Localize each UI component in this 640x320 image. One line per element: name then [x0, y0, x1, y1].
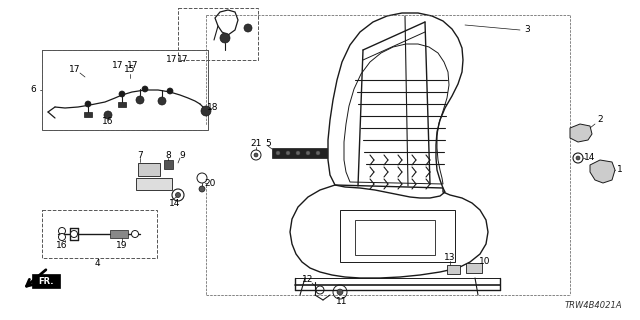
- Circle shape: [316, 151, 320, 155]
- Text: 21: 21: [250, 139, 262, 148]
- Circle shape: [131, 230, 138, 237]
- Bar: [466, 263, 482, 273]
- Circle shape: [119, 91, 125, 97]
- Circle shape: [199, 186, 205, 192]
- Circle shape: [286, 151, 290, 155]
- Text: 3: 3: [524, 26, 530, 35]
- Text: 17: 17: [177, 55, 189, 65]
- Polygon shape: [570, 124, 592, 142]
- Text: 14: 14: [170, 198, 180, 207]
- Text: 18: 18: [207, 103, 219, 113]
- Text: 12: 12: [302, 276, 314, 284]
- Text: 7: 7: [137, 150, 143, 159]
- Circle shape: [251, 150, 261, 160]
- Circle shape: [573, 153, 583, 163]
- Text: FR.: FR.: [38, 276, 54, 285]
- Circle shape: [296, 151, 300, 155]
- Bar: [84, 112, 92, 117]
- Bar: [42, 50, 208, 130]
- Circle shape: [167, 88, 173, 94]
- Text: 1: 1: [617, 165, 623, 174]
- Circle shape: [142, 86, 148, 92]
- Circle shape: [70, 230, 77, 237]
- Text: 5: 5: [265, 139, 271, 148]
- Circle shape: [85, 101, 91, 107]
- Text: 10: 10: [479, 258, 491, 267]
- Circle shape: [136, 96, 144, 104]
- Bar: [138, 163, 160, 176]
- Text: 17: 17: [112, 60, 124, 69]
- Text: 8: 8: [165, 150, 171, 159]
- Circle shape: [58, 228, 65, 235]
- Bar: [164, 160, 173, 169]
- Text: 15: 15: [124, 66, 136, 75]
- Circle shape: [337, 289, 343, 295]
- Circle shape: [220, 33, 230, 43]
- Bar: [355, 220, 435, 255]
- Circle shape: [201, 106, 211, 116]
- Circle shape: [175, 193, 180, 197]
- Circle shape: [158, 97, 166, 105]
- Text: 11: 11: [336, 298, 348, 307]
- Text: 17: 17: [69, 66, 81, 75]
- Text: 4: 4: [94, 259, 100, 268]
- Text: 13: 13: [444, 253, 456, 262]
- Text: 16: 16: [56, 241, 68, 250]
- Text: 20: 20: [204, 179, 216, 188]
- Circle shape: [244, 24, 252, 32]
- Text: 9: 9: [179, 150, 185, 159]
- Polygon shape: [590, 160, 615, 183]
- Bar: [110, 230, 128, 238]
- Bar: [178, 8, 258, 60]
- Bar: [32, 274, 60, 288]
- Circle shape: [576, 156, 580, 160]
- Text: 19: 19: [116, 241, 128, 250]
- Text: TRW4B4021A: TRW4B4021A: [564, 301, 622, 310]
- Text: 17: 17: [127, 60, 139, 69]
- Bar: [42, 210, 157, 258]
- Circle shape: [306, 151, 310, 155]
- Bar: [136, 178, 172, 190]
- Text: 6: 6: [30, 85, 36, 94]
- Circle shape: [254, 153, 258, 157]
- Bar: [447, 265, 460, 274]
- Bar: [42, 50, 208, 130]
- Text: 14: 14: [584, 154, 596, 163]
- Bar: [272, 148, 327, 158]
- Text: 2: 2: [597, 116, 603, 124]
- Text: 16: 16: [102, 117, 114, 126]
- Circle shape: [276, 151, 280, 155]
- Text: 17: 17: [166, 55, 178, 65]
- Circle shape: [104, 111, 112, 119]
- Circle shape: [58, 234, 65, 241]
- Bar: [118, 102, 126, 107]
